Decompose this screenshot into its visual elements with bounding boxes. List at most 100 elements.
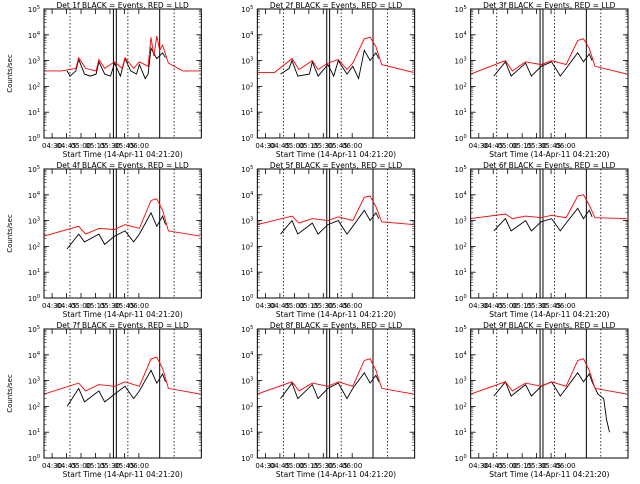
- x-tick-label: 05:15: [512, 462, 532, 470]
- y-tick-label: 104: [455, 31, 467, 40]
- x-tick-label: 05:00: [71, 302, 91, 310]
- x-tick-label: 06:00: [129, 302, 149, 310]
- x-tick-label: 04:30: [469, 142, 489, 150]
- y-tick-label: 102: [455, 242, 467, 251]
- x-tick-label: 06:00: [342, 462, 362, 470]
- x-tick-label: 04:30: [255, 462, 275, 470]
- panel-title: Det 9f BLACK = Events, RED = LLD: [483, 321, 616, 330]
- panel-det-1: 10010110210310410504:3004:4505:0005:1505…: [6, 1, 202, 159]
- x-tick-label: 05:15: [299, 462, 319, 470]
- x-tick-label: 06:00: [129, 462, 149, 470]
- x-tick-label: 05:00: [71, 462, 91, 470]
- x-tick-label: 04:45: [483, 142, 503, 150]
- x-tick-label: 04:45: [483, 302, 503, 310]
- panel-title: Det 6f BLACK = Events, RED = LLD: [483, 161, 616, 170]
- y-tick-label: 102: [455, 402, 467, 411]
- x-tick-label: 05:00: [498, 462, 518, 470]
- x-tick-label: 05:15: [85, 142, 105, 150]
- y-tick-label: 105: [455, 165, 467, 174]
- y-tick-label: 104: [455, 351, 467, 360]
- series-events-line: [66, 46, 166, 80]
- panel-title: Det 5f BLACK = Events, RED = LLD: [270, 161, 403, 170]
- y-tick-label: 103: [28, 57, 40, 66]
- y-tick-label: 102: [28, 82, 40, 91]
- x-axis-label: Start Time (14-Apr-11 04:21:20): [489, 470, 609, 479]
- x-tick-label: 05:45: [541, 302, 561, 310]
- y-tick-label: 103: [455, 377, 467, 386]
- y-tick-label: 103: [241, 377, 253, 386]
- x-axis-label: Start Time (14-Apr-11 04:21:20): [489, 310, 609, 319]
- y-tick-label: 105: [455, 325, 467, 334]
- y-tick-label: 101: [455, 428, 467, 437]
- x-tick-label: 05:00: [284, 302, 304, 310]
- x-tick-label: 05:00: [71, 142, 91, 150]
- y-tick-label: 100: [455, 134, 467, 143]
- y-tick-label: 103: [241, 57, 253, 66]
- y-tick-label: 104: [241, 31, 253, 40]
- plot-frame: [256, 168, 416, 299]
- x-axis-label: Start Time (14-Apr-11 04:21:20): [63, 470, 183, 479]
- y-tick-label: 101: [28, 428, 40, 437]
- x-tick-label: 06:00: [555, 302, 575, 310]
- panel-title: Det 3f BLACK = Events, RED = LLD: [483, 1, 616, 10]
- series-lld-line: [44, 198, 201, 237]
- y-tick-label: 102: [241, 82, 253, 91]
- plot-frame: [256, 328, 416, 459]
- y-tick-label: 104: [28, 351, 40, 360]
- panel-det-6: 10010110210310410504:3004:4505:0005:1505…: [455, 161, 629, 319]
- series-events-line: [280, 209, 380, 235]
- panel-det-5: 10010110210310410504:3004:4505:0005:1505…: [241, 161, 416, 319]
- series-events-line: [280, 371, 380, 400]
- x-tick-label: 05:30: [527, 302, 547, 310]
- panel-det-8: 10010110210310410504:3004:4505:0005:1505…: [241, 321, 416, 479]
- y-axis-label: Counts/sec: [6, 54, 14, 93]
- panel-det-4: 10010110210310410504:3004:4505:0005:1505…: [6, 161, 202, 319]
- y-tick-label: 100: [455, 294, 467, 303]
- y-tick-label: 104: [241, 351, 253, 360]
- x-tick-label: 05:30: [527, 462, 547, 470]
- y-tick-label: 103: [28, 377, 40, 386]
- x-tick-label: 05:45: [114, 302, 134, 310]
- y-tick-label: 103: [28, 217, 40, 226]
- series-lld-line: [470, 358, 627, 395]
- x-tick-label: 05:45: [328, 142, 348, 150]
- y-tick-label: 103: [455, 57, 467, 66]
- series-lld-line: [257, 36, 414, 73]
- x-tick-label: 04:30: [255, 302, 275, 310]
- x-tick-label: 05:15: [85, 302, 105, 310]
- x-axis-label: Start Time (14-Apr-11 04:21:20): [63, 150, 183, 159]
- y-tick-label: 103: [241, 217, 253, 226]
- y-tick-label: 100: [241, 294, 253, 303]
- x-tick-label: 04:30: [255, 142, 275, 150]
- y-tick-label: 101: [28, 108, 40, 117]
- x-tick-label: 05:45: [328, 302, 348, 310]
- x-tick-label: 04:45: [56, 462, 76, 470]
- x-axis-label: Start Time (14-Apr-11 04:21:20): [276, 470, 396, 479]
- panel-title: Det 4f BLACK = Events, RED = LLD: [57, 161, 190, 170]
- x-tick-label: 04:45: [56, 142, 76, 150]
- series-events-line: [493, 52, 593, 77]
- series-events-line: [493, 207, 593, 232]
- x-tick-label: 05:45: [114, 142, 134, 150]
- plot-frame: [256, 8, 416, 139]
- plot-frame: [470, 328, 629, 459]
- y-axis-label: Counts/sec: [6, 374, 14, 413]
- y-tick-label: 105: [241, 325, 253, 334]
- x-tick-label: 04:30: [469, 462, 489, 470]
- x-axis-label: Start Time (14-Apr-11 04:21:20): [63, 310, 183, 319]
- x-tick-label: 04:45: [270, 462, 290, 470]
- x-tick-label: 05:00: [498, 142, 518, 150]
- x-tick-label: 05:30: [313, 462, 333, 470]
- y-tick-label: 105: [28, 5, 40, 14]
- y-tick-label: 102: [241, 242, 253, 251]
- x-tick-label: 05:00: [498, 302, 518, 310]
- panel-det-3: 10010110210310410504:3004:4505:0005:1505…: [455, 1, 629, 159]
- series-events-line: [493, 372, 610, 433]
- panel-det-2: 10010110210310410504:3004:4505:0005:1505…: [241, 1, 416, 159]
- x-tick-label: 05:30: [527, 142, 547, 150]
- x-tick-label: 05:30: [313, 142, 333, 150]
- series-lld-line: [257, 358, 414, 395]
- x-tick-label: 05:30: [313, 302, 333, 310]
- plot-frame: [470, 168, 629, 299]
